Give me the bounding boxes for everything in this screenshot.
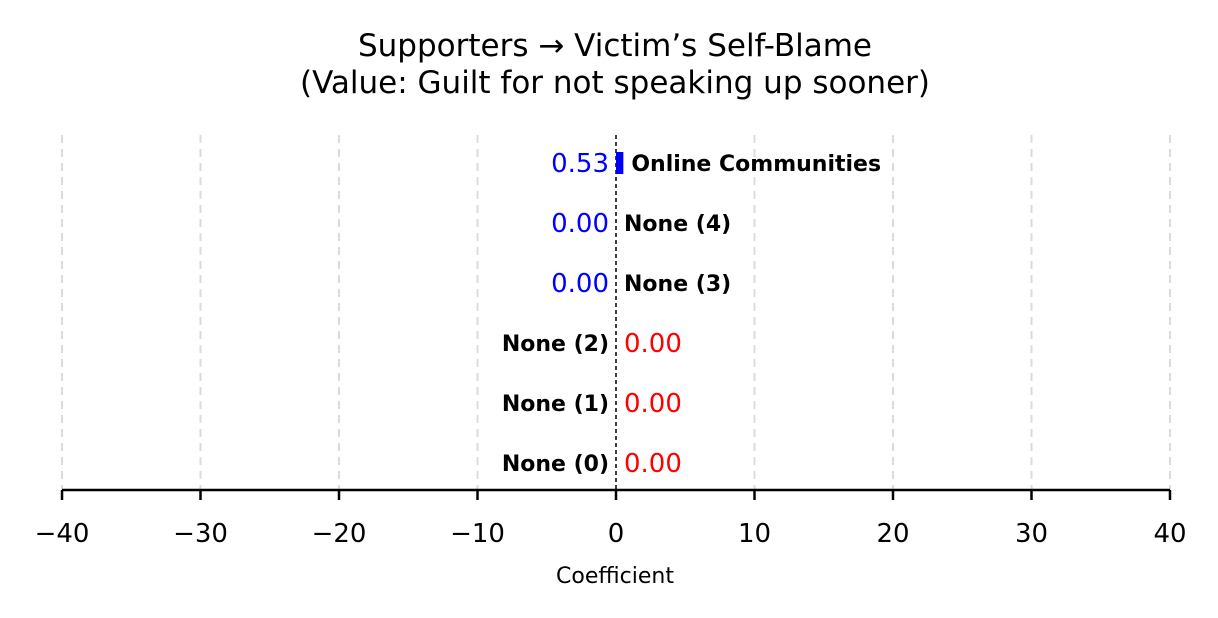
bar	[616, 152, 624, 174]
chart-title: Supporters → Victim’s Self-Blame	[358, 28, 872, 64]
value-label: 0.00	[624, 389, 682, 419]
category-label: None (3)	[624, 272, 731, 297]
category-label: None (4)	[624, 212, 731, 237]
value-label: 0.00	[551, 209, 609, 239]
chart-subtitle: (Value: Guilt for not speaking up sooner…	[300, 65, 930, 101]
x-tick-label: 40	[1153, 519, 1186, 549]
x-tick-label: 10	[738, 519, 771, 549]
category-label: None (0)	[502, 452, 609, 477]
x-tick-label: 20	[876, 519, 909, 549]
x-tick-label: −40	[35, 519, 90, 549]
bars	[616, 152, 624, 174]
x-tick-label: −10	[450, 519, 505, 549]
x-tick-label: 0	[608, 519, 625, 549]
x-axis-label: Coefficient	[556, 564, 674, 589]
value-label: 0.00	[551, 269, 609, 299]
labels: Online Communities 0.53 None (4) 0.00 None (…	[502, 149, 881, 479]
value-label: 0.00	[624, 449, 682, 479]
x-tick-label: −30	[173, 519, 228, 549]
category-label: None (2)	[502, 332, 609, 357]
x-tick-label: 30	[1015, 519, 1048, 549]
grid	[61, 135, 1171, 490]
x-axis: −40 −30 −20 −10 0 10 20 30 40	[35, 488, 1187, 549]
x-tick-label: −20	[312, 519, 367, 549]
value-label: 0.00	[624, 329, 682, 359]
category-label: Online Communities	[631, 152, 881, 177]
category-label: None (1)	[502, 392, 609, 417]
value-label: 0.53	[551, 149, 609, 179]
